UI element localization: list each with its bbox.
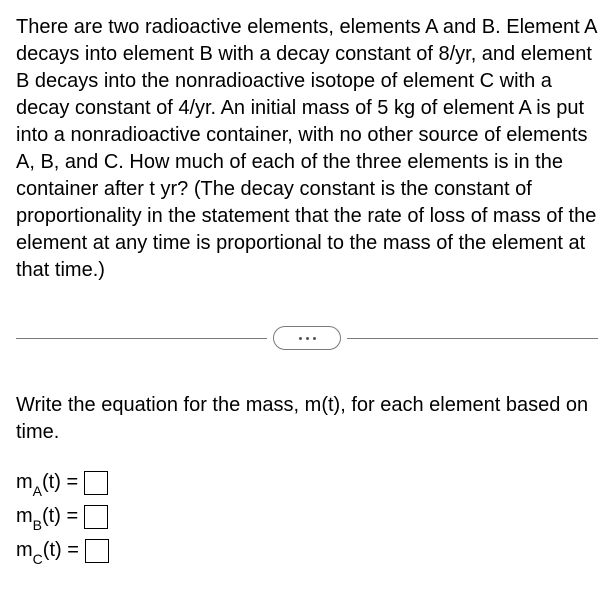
- equation-label: mA(t) =: [16, 471, 78, 496]
- equation-row-b: mB(t) =: [16, 502, 598, 532]
- answer-input-b[interactable]: [84, 505, 108, 529]
- dot-icon: [299, 337, 302, 340]
- equation-row-a: mA(t) =: [16, 468, 598, 498]
- answer-input-c[interactable]: [85, 539, 109, 563]
- instruction-text: Write the equation for the mass, m(t), f…: [16, 392, 598, 446]
- divider-line-left: [16, 338, 267, 339]
- divider-line-right: [347, 338, 598, 339]
- expand-pill[interactable]: [273, 326, 341, 350]
- dot-icon: [306, 337, 309, 340]
- section-divider: [16, 326, 598, 350]
- problem-text: There are two radioactive elements, elem…: [16, 14, 598, 284]
- equation-row-c: mC(t) =: [16, 536, 598, 566]
- equation-label: mC(t) =: [16, 539, 79, 564]
- dot-icon: [313, 337, 316, 340]
- equation-label: mB(t) =: [16, 505, 78, 530]
- answer-input-a[interactable]: [84, 471, 108, 495]
